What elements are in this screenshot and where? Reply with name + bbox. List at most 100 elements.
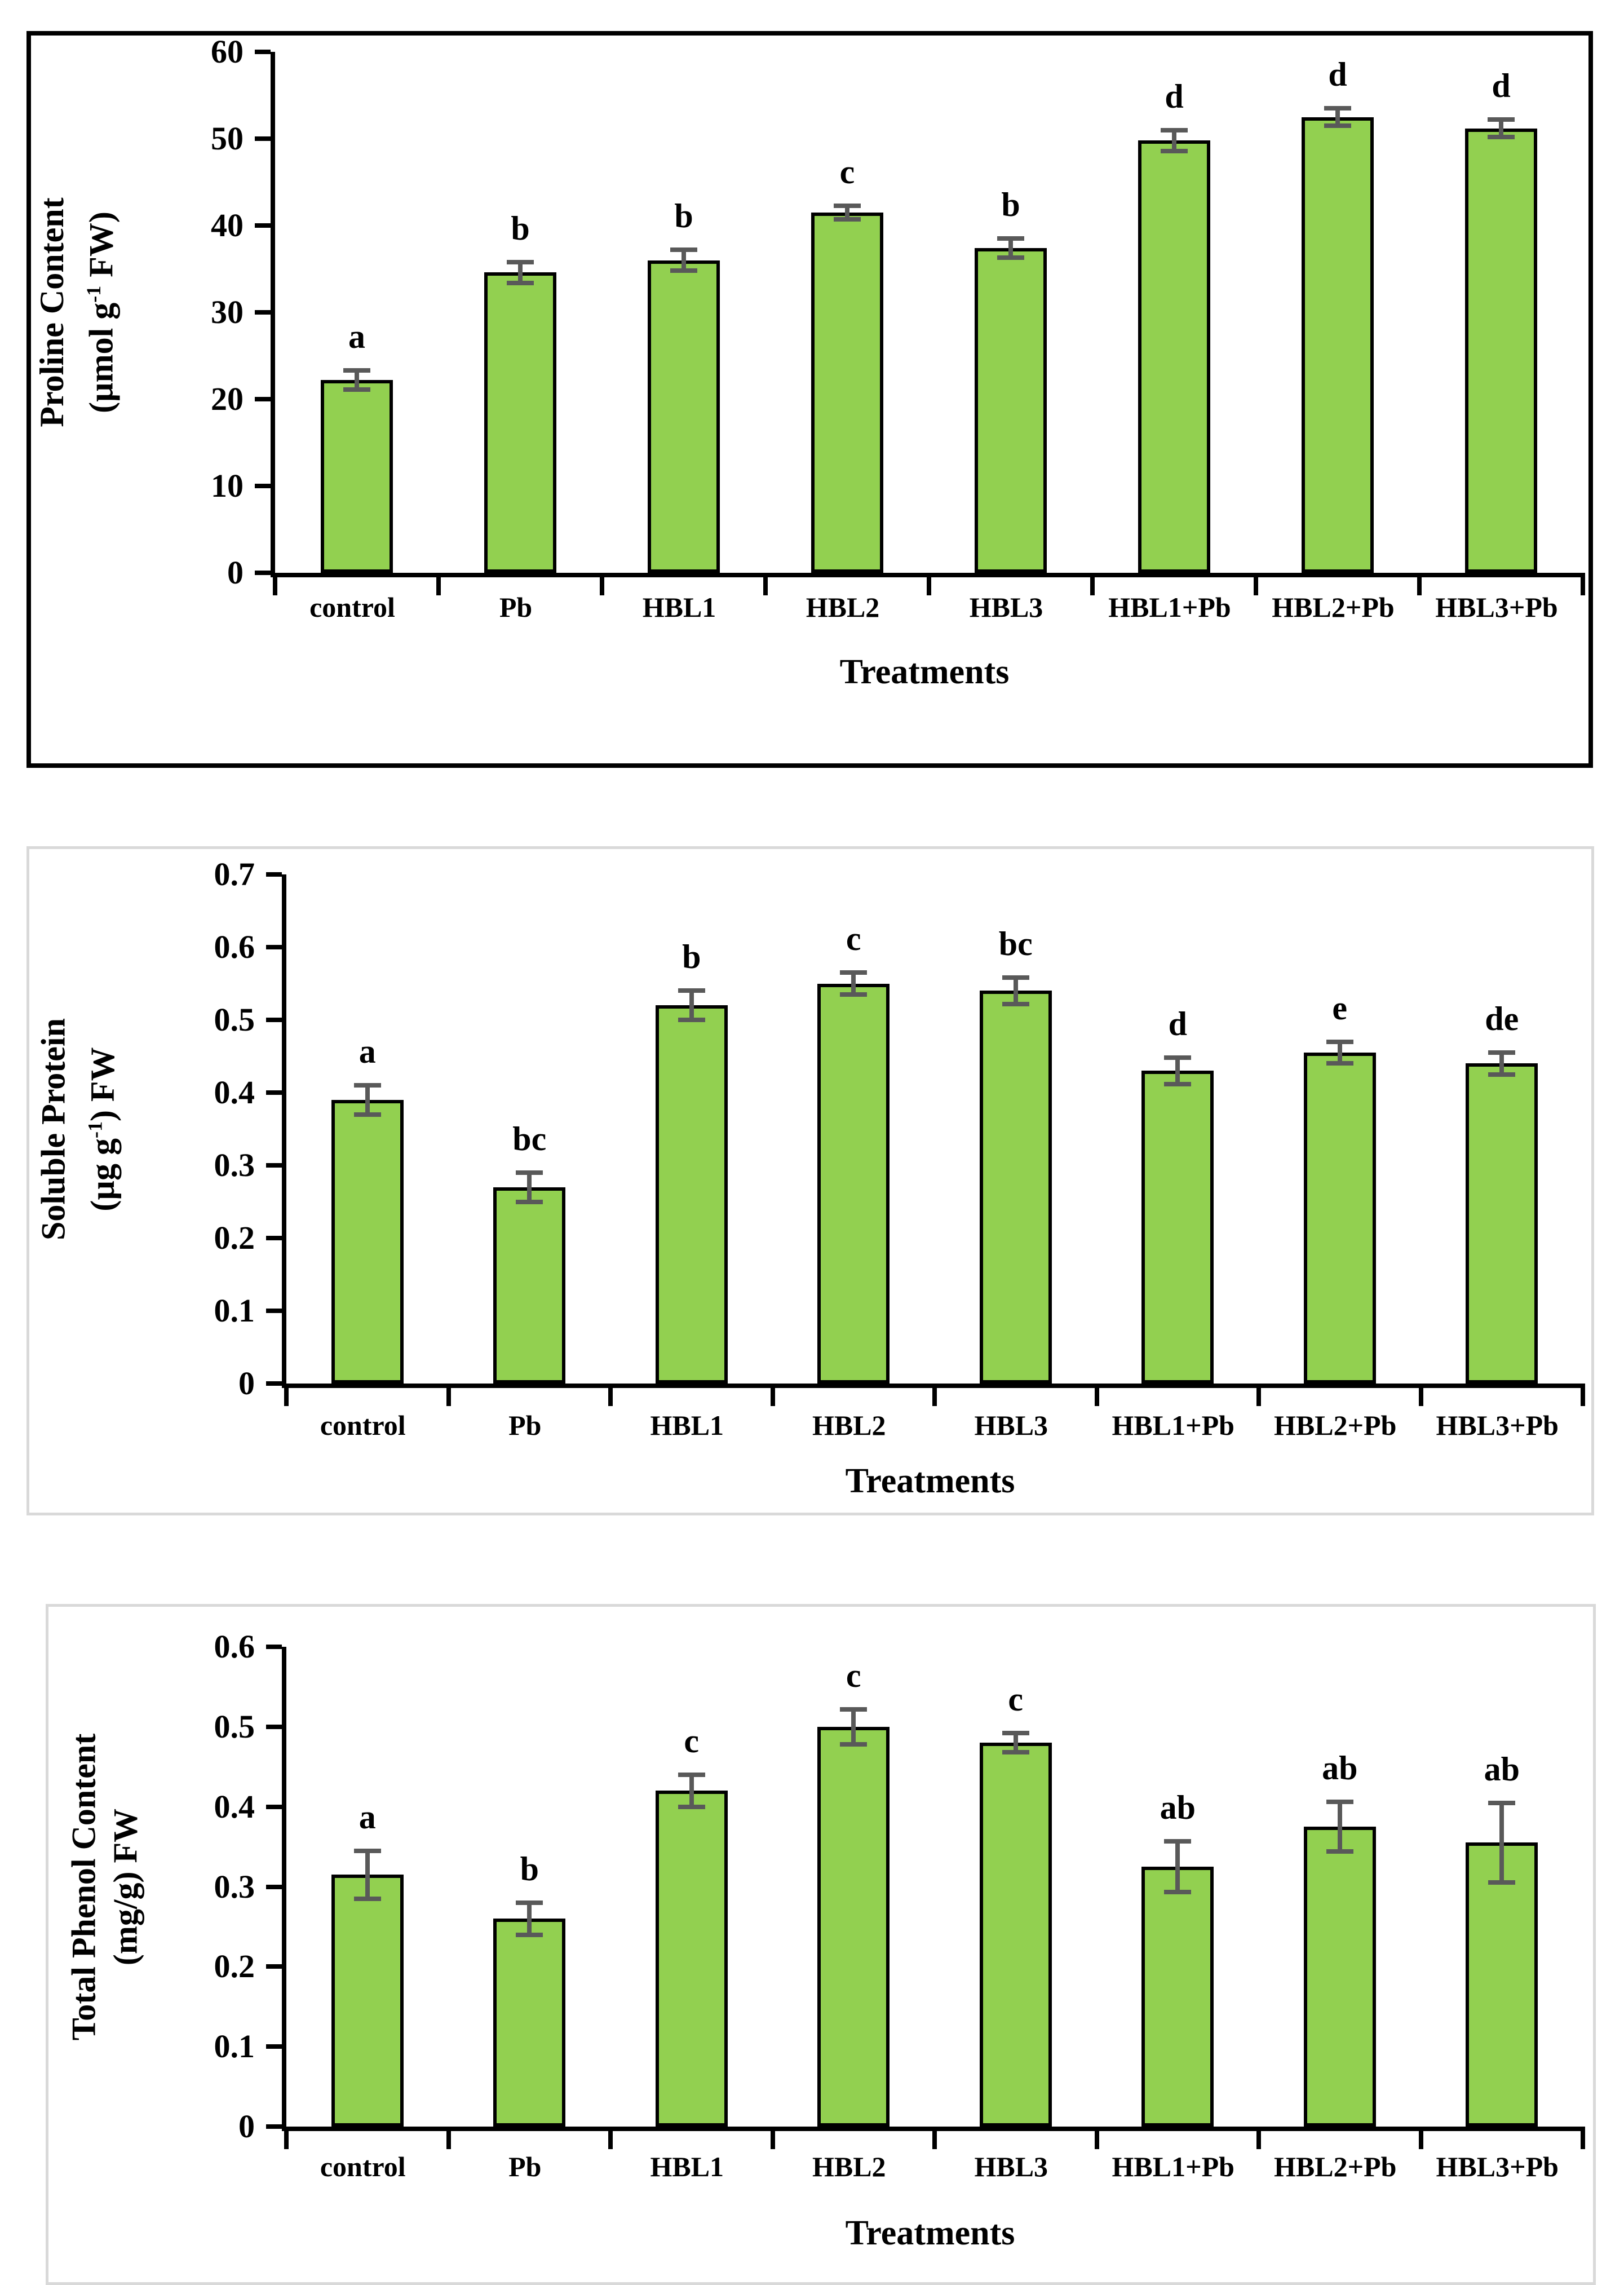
error-bar — [1172, 130, 1176, 151]
error-bar-top-cap — [1164, 1055, 1192, 1060]
x-category-label: HBL1+Pb — [1108, 591, 1231, 623]
sig-letter: ab — [1160, 1788, 1196, 1826]
error-bar-bottom-cap — [343, 387, 370, 392]
y-tick-label: 0.5 — [214, 1001, 255, 1038]
plot-area: a b c c c ab ab ab — [266, 1645, 1585, 2149]
error-bar — [1013, 1733, 1018, 1753]
y-tick — [266, 1381, 282, 1386]
y-tick — [266, 872, 282, 877]
error-bar-top-cap — [1488, 1050, 1516, 1055]
error-bar-bottom-cap — [1002, 1750, 1029, 1755]
y-tick — [255, 571, 271, 575]
x-tick — [436, 573, 441, 595]
bar — [655, 1791, 728, 2127]
error-bar — [1499, 120, 1503, 137]
bar — [1303, 1053, 1376, 1384]
error-bar-bottom-cap — [353, 1896, 381, 1901]
x-tick — [608, 1384, 613, 1406]
x-axis-title: Treatments — [845, 2214, 1015, 2252]
error-bar — [1337, 1802, 1342, 1852]
bar — [331, 1099, 404, 1384]
y-tick — [266, 1804, 282, 1809]
error-bar-bottom-cap — [1488, 134, 1515, 139]
error-bar — [689, 1774, 694, 1807]
error-bar — [355, 370, 359, 390]
y-tick — [266, 1090, 282, 1095]
bar — [1466, 1842, 1538, 2127]
y-tick — [266, 1884, 282, 1889]
x-tick — [446, 1384, 451, 1406]
error-bar-top-cap — [840, 970, 868, 975]
x-tick — [1418, 2127, 1423, 2149]
error-bar-bottom-cap — [670, 268, 697, 273]
bar — [1138, 140, 1210, 573]
sig-letter: c — [684, 1722, 700, 1760]
y-tick — [255, 50, 271, 54]
error-bar-bottom-cap — [678, 1018, 705, 1022]
bar — [1465, 128, 1537, 573]
chart-panel-phenol: a b c c c ab ab ab Total Phenol Content (mg/g) F… — [46, 1604, 1596, 2285]
error-bar-bottom-cap — [840, 1742, 868, 1747]
x-category-label: HBL1+Pb — [1112, 1409, 1234, 1441]
y-axis-title-line: Soluble Protein — [34, 1018, 72, 1240]
sig-letter: b — [674, 197, 693, 235]
y-tick — [266, 2044, 282, 2049]
bar — [1141, 1867, 1214, 2127]
y-axis-title-line: Proline Content — [33, 197, 70, 427]
x-tick — [1256, 2127, 1261, 2149]
x-axis-title: Treatments — [845, 1462, 1015, 1500]
x-tick — [932, 1384, 937, 1406]
error-bar-bottom-cap — [1488, 1072, 1516, 1077]
error-bar — [1013, 978, 1018, 1004]
x-tick — [763, 573, 768, 595]
bar — [817, 983, 890, 1384]
error-bar-top-cap — [678, 988, 705, 993]
sig-letter: d — [1328, 56, 1347, 94]
sig-letter: b — [511, 209, 530, 247]
error-bar-bottom-cap — [1164, 1890, 1192, 1895]
sig-letter: a — [359, 1798, 376, 1836]
x-category-label: HBL1+Pb — [1112, 2151, 1234, 2182]
error-bar-bottom-cap — [840, 992, 868, 997]
y-tick-label: 0.7 — [214, 856, 255, 892]
sig-letter: b — [682, 938, 701, 976]
x-category-label: HBL2 — [812, 1409, 886, 1441]
y-tick — [266, 2124, 282, 2129]
sig-letter: bc — [512, 1120, 547, 1157]
error-bar-bottom-cap — [997, 255, 1024, 260]
x-category-label: HBL3+Pb — [1436, 1409, 1559, 1441]
sig-letter: a — [359, 1033, 376, 1071]
chart-panel-proline: a b b c b d d d Proline Content (µmol g-1 FW) Tr… — [26, 31, 1593, 768]
error-bar-bottom-cap — [834, 217, 861, 222]
error-bar — [845, 205, 849, 220]
x-tick — [1256, 1384, 1261, 1406]
error-bar-bottom-cap — [1488, 1880, 1516, 1885]
x-category-label: HBL2+Pb — [1274, 2151, 1397, 2182]
y-tick — [266, 1163, 282, 1168]
y-axis-title: Soluble Protein (µg g-1) FW — [32, 874, 122, 1384]
error-bar-top-cap — [1324, 106, 1351, 111]
sig-letter: ab — [1484, 1750, 1520, 1788]
error-bar-bottom-cap — [1164, 1081, 1192, 1086]
y-tick — [255, 484, 271, 488]
x-category-label: HBL3+Pb — [1435, 591, 1558, 623]
error-bar — [365, 1850, 370, 1899]
y-axis-title: Proline Content (µmol g-1 FW) — [31, 52, 121, 573]
bar — [331, 1875, 404, 2127]
sig-letter: c — [839, 153, 855, 191]
x-tick — [1094, 2127, 1099, 2149]
sig-letter: ab — [1322, 1749, 1358, 1787]
error-bar-bottom-cap — [1324, 123, 1351, 128]
x-tick — [927, 573, 931, 595]
error-bar-top-cap — [516, 1170, 543, 1175]
error-bar — [1175, 1841, 1180, 1893]
error-bar-top-cap — [1326, 1039, 1353, 1044]
sig-letter: bc — [998, 925, 1033, 963]
plot-area: a bc b c bc d e de — [266, 872, 1585, 1406]
error-bar-bottom-cap — [353, 1112, 381, 1117]
error-bar-top-cap — [507, 259, 534, 264]
y-tick — [255, 223, 271, 228]
error-bar — [518, 262, 523, 283]
sig-letter: d — [1168, 1005, 1187, 1043]
